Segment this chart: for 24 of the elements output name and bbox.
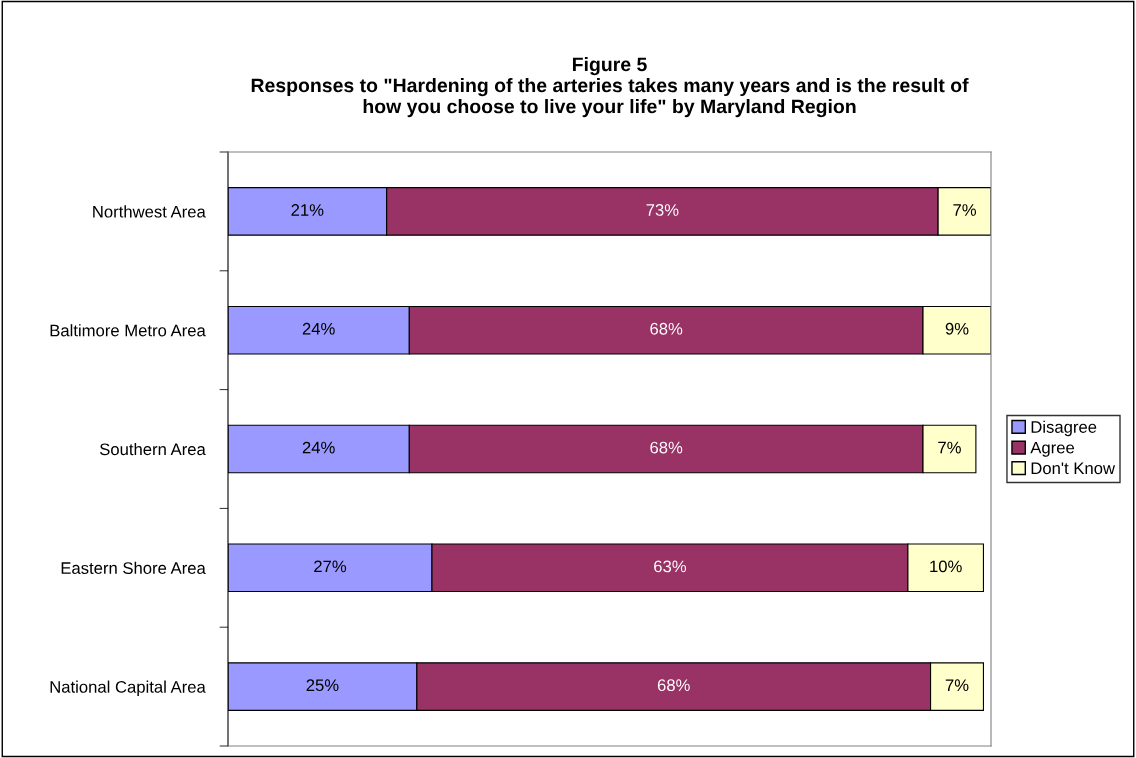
data-label: 25% [306, 679, 339, 692]
data-label: 68% [657, 679, 690, 692]
data-label: 21% [291, 204, 324, 216]
data-label: 24% [302, 322, 335, 335]
data-label: 24% [302, 441, 335, 454]
chart-title: Figure 5 Responses to "Hardening of the arteries takes many years and is the result of how you choose to live your life" by Maryland Region [251, 56, 969, 118]
data-label: 68% [650, 322, 683, 335]
data-label: 9% [945, 322, 969, 335]
y-tick-label: National Capital Area [50, 680, 206, 697]
data-label: 7% [953, 204, 977, 216]
data-label: 73% [646, 204, 679, 216]
y-tick-label: Southern Area [99, 442, 206, 456]
legend-label: Don't Know [1031, 462, 1116, 475]
y-tick-label: Northwest Area [93, 205, 206, 218]
legend-label: Agree [1030, 441, 1075, 457]
legend-label: Disagree [1031, 420, 1097, 437]
data-label: 7% [945, 679, 969, 692]
y-tick-label: Eastern Shore Area [61, 561, 206, 574]
data-label: 7% [938, 441, 961, 454]
data-label: 10% [930, 560, 962, 573]
data-label: 63% [654, 560, 687, 573]
y-tick-label: Baltimore Metro Area [50, 324, 206, 337]
data-label: 68% [650, 441, 683, 454]
data-label: 27% [314, 560, 347, 573]
